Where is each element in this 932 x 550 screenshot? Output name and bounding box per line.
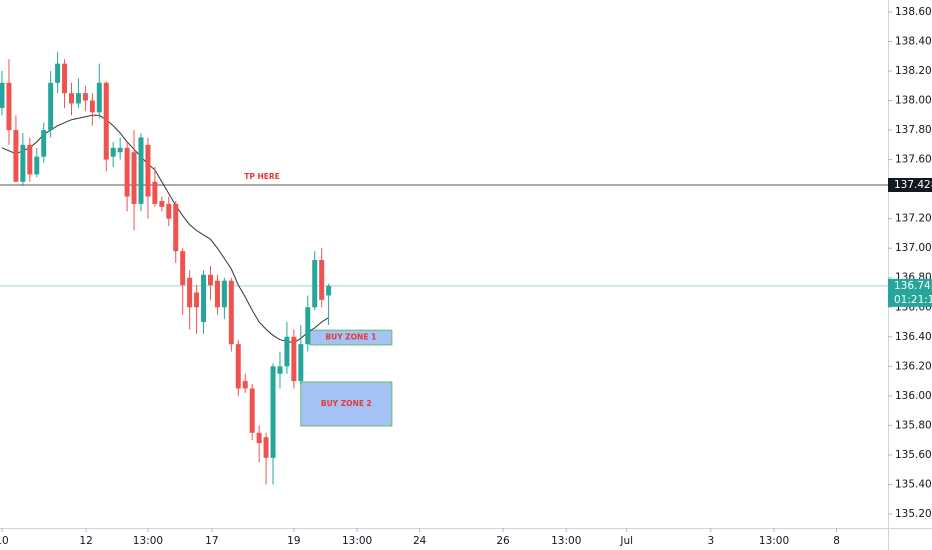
y-tick-label: 137.000 (895, 242, 932, 254)
candle-body (319, 260, 325, 300)
candle-body (124, 147, 130, 197)
y-tick-label: 138.200 (895, 65, 932, 77)
candle-body (13, 130, 19, 182)
candle-body (214, 280, 220, 308)
candle-body (0, 82, 5, 108)
candle-body (41, 130, 47, 157)
tp-price-box (888, 178, 932, 193)
candle-body (221, 280, 227, 308)
candle-body (305, 307, 311, 345)
candle-body (256, 432, 262, 444)
candle-body (284, 336, 290, 367)
candle-body (103, 82, 109, 160)
buy-zone-label: BUY ZONE 2 (321, 399, 372, 408)
x-tick-label: 3 (707, 535, 714, 547)
candle-body (277, 366, 283, 374)
candle-body (194, 292, 200, 308)
candle-body (298, 344, 304, 382)
countdown-label: 01:21:19 (894, 294, 932, 306)
candle-body (145, 144, 151, 197)
y-tick-label: 136.000 (895, 390, 932, 402)
y-tick-label: 135.600 (895, 449, 932, 461)
x-tick-label: 10 (0, 535, 9, 547)
candle-body (75, 93, 81, 104)
candle-body (201, 274, 207, 323)
y-tick-label: 137.800 (895, 124, 932, 136)
x-tick-label: 13:00 (759, 535, 789, 547)
buy-zone (300, 381, 393, 427)
candle-body (117, 147, 123, 153)
y-tick-label: 138.400 (895, 35, 932, 47)
y-tick-label: 136.200 (895, 360, 932, 372)
y-tick-label: 135.400 (895, 478, 932, 490)
tp-label: TP HERE (244, 172, 280, 181)
candle-body (166, 203, 172, 219)
candle-body (270, 366, 276, 458)
candle-body (62, 63, 68, 94)
x-tick-label: 17 (205, 535, 218, 547)
candle-body (34, 156, 40, 175)
candle-body (207, 274, 213, 286)
candle-body (82, 93, 88, 101)
candle-body (96, 82, 102, 113)
y-tick-label: 135.200 (895, 508, 932, 520)
candle-body (6, 82, 12, 131)
candle-body (249, 388, 255, 433)
y-tick-label: 138.600 (895, 6, 932, 18)
candle-body (110, 147, 116, 157)
candle-body (263, 437, 269, 458)
x-tick-label: 24 (413, 535, 427, 547)
candle-body (228, 280, 234, 345)
candle-body (242, 381, 248, 389)
candle-body (69, 93, 75, 104)
x-tick-label: 26 (496, 535, 510, 547)
candle-body (138, 137, 144, 204)
candle-body (131, 152, 137, 204)
current-price-label: 136.745 (894, 280, 932, 292)
candle-body (159, 200, 165, 207)
x-tick-label: 13:00 (342, 535, 372, 547)
candle-body (152, 181, 158, 204)
candle-body (312, 260, 318, 308)
x-tick-label: 12 (79, 535, 92, 547)
current-price-box (888, 278, 932, 307)
tp-price-label: 137.428 (894, 179, 932, 191)
candle-body (27, 144, 33, 175)
y-tick-label: 136.400 (895, 331, 932, 343)
x-tick-label: Jul (619, 535, 633, 547)
candle-body (187, 277, 193, 308)
x-tick-label: 8 (833, 535, 840, 547)
candle-body (55, 63, 61, 83)
candle-body (89, 100, 95, 113)
x-tick-label: 19 (287, 535, 300, 547)
buy-zone-label: BUY ZONE 1 (325, 333, 376, 342)
candle-body (48, 82, 54, 131)
candle-body (235, 344, 241, 389)
y-tick-label: 135.800 (895, 419, 932, 431)
candle-body (180, 251, 186, 286)
candle-body (291, 336, 297, 382)
moving-average (1, 114, 329, 344)
candle-body (326, 285, 332, 296)
candle-body (173, 203, 179, 252)
y-tick-label: 138.000 (895, 95, 932, 107)
y-tick-label: 137.600 (895, 154, 932, 166)
candle-body (20, 144, 26, 182)
x-tick-label: 13:00 (133, 535, 163, 547)
x-tick-label: 13:00 (551, 535, 581, 547)
y-tick-label: 137.200 (895, 213, 932, 225)
